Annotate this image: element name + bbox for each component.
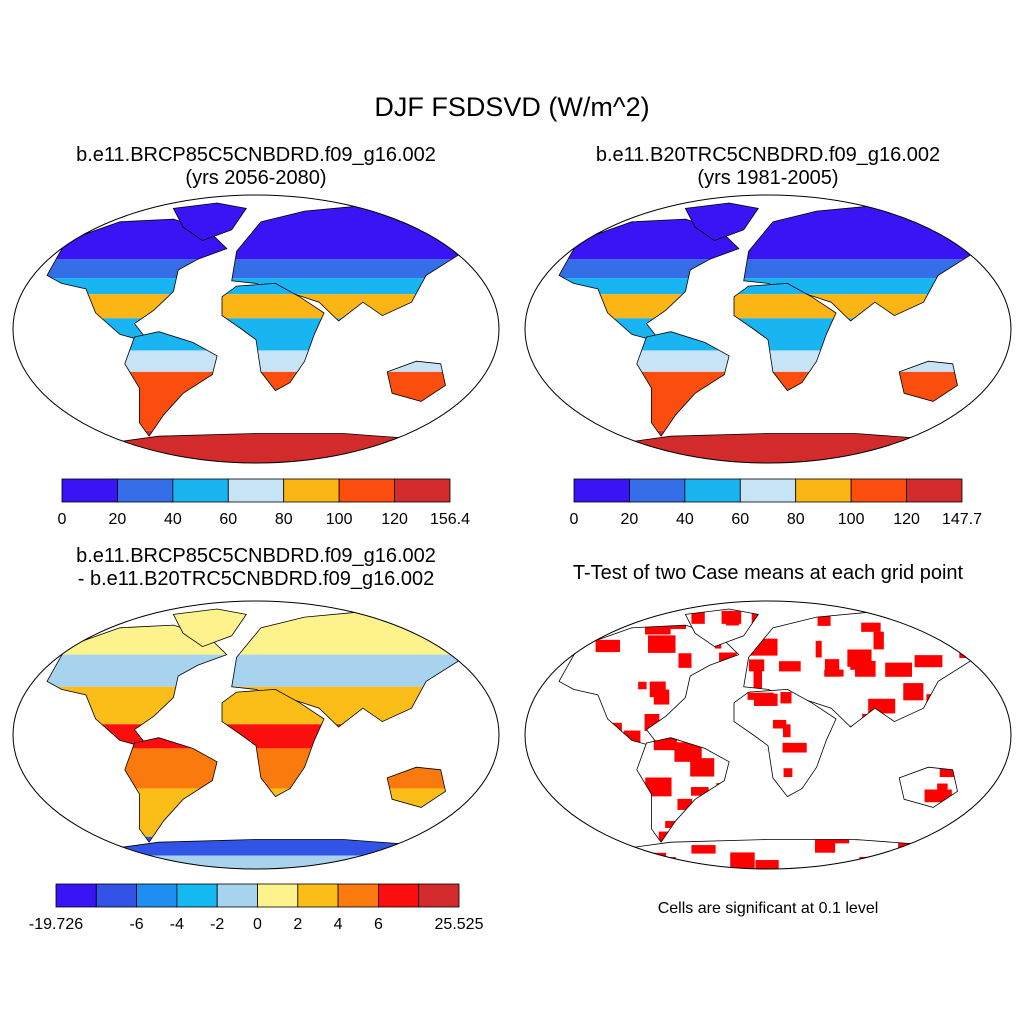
colorbar-tick-label: 0 [58,511,67,528]
colorbar-tick-label: 2 [293,916,302,933]
colorbar-tick-label: 6 [374,916,383,933]
colorbar-tick-label: -6 [129,916,143,933]
panel-3-title: b.e11.BRCP85C5CNBDRD.f09_g16.002 - b.e11… [0,545,512,591]
map-panel-3 [12,600,500,870]
panel-1-title-line-2: (yrs 2056-2080) [185,167,327,189]
colorbar-tick-label: 80 [275,511,293,528]
colorbar-tick-label: 40 [164,511,182,528]
colorbar-box [739,478,797,503]
colorbar-box [176,883,218,908]
colorbar-box [172,478,229,503]
colorbar-tick-label: 40 [676,511,694,528]
colorbar-3: -19.726 -6 -4 -2 0 2 4 6 25.525 [29,883,484,933]
map-border [524,194,1012,464]
coastline-australia [898,766,958,808]
colorbar-box [377,883,420,908]
colorbar-box [418,883,460,908]
colorbar-tick-label: 100 [838,511,865,528]
coastline-africa [221,282,325,392]
colorbar-tick-label: 80 [787,511,805,528]
colorbar-box [338,478,395,503]
colorbar-box [136,883,178,908]
coastline-australia [386,360,446,402]
colorbar-box [573,478,630,503]
colorbar-tick-label: -4 [170,916,184,933]
colorbar-box [55,883,97,908]
coastline-greenland [172,608,247,648]
colorbar-tick-label: -2 [210,916,224,933]
colorbar-tick-label: 60 [731,511,749,528]
coastline-australia [386,766,446,808]
map-border [12,194,500,464]
panel-3-title-line-2: - b.e11.B20TRC5CNBDRD.f09_g16.002 [77,568,435,590]
colorbar-tick-label: 100 [326,511,353,528]
colorbar-tick-label: 4 [334,916,343,933]
coastline-north-america [46,218,228,344]
colorbar-tick-label: 120 [893,511,920,528]
colorbar-box [795,478,852,503]
map-panel-1 [12,194,500,464]
significant-cells-australia [924,767,958,803]
colorbar-box [283,478,340,503]
colorbar-tick-label: -19.726 [29,916,83,933]
coastline-greenland [684,608,759,648]
coastline-north-america [558,218,740,344]
panel-2-title-line-1: b.e11.B20TRC5CNBDRD.f09_g16.002 [595,144,941,166]
coastline-north-america [46,624,228,750]
coastline-south-america [636,737,730,843]
coastline-africa [733,688,837,798]
colorbar-tick-label: 0 [570,511,579,528]
colorbar-box [629,478,686,503]
coastline-south-america [124,331,218,437]
map-border [12,600,500,870]
panel-1-title: b.e11.BRCP85C5CNBDRD.f09_g16.002 (yrs 20… [0,144,512,190]
panel-1-title-line-1: b.e11.BRCP85C5CNBDRD.f09_g16.002 [76,144,436,166]
coastline-south-america [124,737,218,843]
colorbar-tick-label: 60 [219,511,237,528]
colorbar-box [906,478,963,503]
colorbar-tick-label: 20 [109,511,127,528]
colorbar-tick-label: 120 [381,511,408,528]
colorbar-tick-label: 156.4 [430,511,470,528]
map-panel-4 [524,600,1012,870]
coastline-greenland [172,202,247,242]
colorbar-1: 0 20 40 60 80 100 120 156.4 [58,478,470,528]
colorbar-box [95,883,138,908]
coastline-africa [221,688,325,798]
colorbar-tick-label: 25.525 [435,916,484,933]
colorbar-box [394,478,451,503]
colorbar-box [684,478,741,503]
land-north-america [559,625,739,749]
colorbar-box [850,478,907,503]
colorbar-tick-label: 0 [253,916,262,933]
significance-footnote: Cells are significant at 0.1 level [657,900,879,917]
colorbar-tick-label: 20 [621,511,639,528]
colorbar-tick-label: 147.7 [942,511,982,528]
panel-2-title: b.e11.B20TRC5CNBDRD.f09_g16.002 (yrs 198… [512,144,1024,190]
panel-3-title-line-1: b.e11.BRCP85C5CNBDRD.f09_g16.002 [76,545,436,567]
colorbar-box [216,883,258,908]
coastline-greenland [684,202,759,242]
panel-2-title-line-2: (yrs 1981-2005) [697,167,839,189]
coastline-australia [898,360,958,402]
coastline-africa [733,282,837,392]
colorbar-box [337,883,379,908]
colorbar-box [117,478,174,503]
map-panel-2 [524,194,1012,464]
coastline-north-america [558,624,740,750]
colorbar-2: 0 20 40 60 80 100 120 147.7 [570,478,982,528]
map-border [524,600,1012,870]
colorbar-box [257,883,299,908]
coastline-south-america [636,331,730,437]
figure-title: DJF FSDSVD (W/m^2) [374,92,650,122]
panel-4-title: T-Test of two Case means at each grid po… [572,562,964,584]
colorbar-box [61,478,118,503]
colorbar-box [297,883,339,908]
colorbar-box [227,478,285,503]
